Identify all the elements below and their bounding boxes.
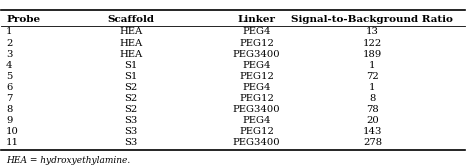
Text: PEG4: PEG4 xyxy=(242,61,271,70)
Text: Signal-to-Background Ratio: Signal-to-Background Ratio xyxy=(292,15,453,24)
Text: 2: 2 xyxy=(6,38,12,48)
Text: HEA: HEA xyxy=(119,28,143,36)
Text: PEG3400: PEG3400 xyxy=(233,50,280,59)
Text: 72: 72 xyxy=(366,72,379,81)
Text: 143: 143 xyxy=(363,127,382,136)
Text: 78: 78 xyxy=(366,105,379,114)
Text: 11: 11 xyxy=(6,138,19,147)
Text: 13: 13 xyxy=(366,28,379,36)
Text: PEG12: PEG12 xyxy=(239,38,274,48)
Text: 10: 10 xyxy=(6,127,19,136)
Text: HEA: HEA xyxy=(119,50,143,59)
Text: S2: S2 xyxy=(125,83,138,92)
Text: 278: 278 xyxy=(363,138,382,147)
Text: PEG4: PEG4 xyxy=(242,83,271,92)
Text: 189: 189 xyxy=(363,50,382,59)
Text: 1: 1 xyxy=(6,28,12,36)
Text: PEG12: PEG12 xyxy=(239,72,274,81)
Text: S2: S2 xyxy=(125,105,138,114)
Text: PEG3400: PEG3400 xyxy=(233,138,280,147)
Text: 7: 7 xyxy=(6,94,12,103)
Text: 8: 8 xyxy=(369,94,375,103)
Text: S2: S2 xyxy=(125,94,138,103)
Text: S3: S3 xyxy=(125,127,138,136)
Text: Linker: Linker xyxy=(237,15,275,24)
Text: S1: S1 xyxy=(125,72,138,81)
Text: PEG3400: PEG3400 xyxy=(233,105,280,114)
Text: PEG4: PEG4 xyxy=(242,116,271,125)
Text: 5: 5 xyxy=(6,72,12,81)
Text: 3: 3 xyxy=(6,50,12,59)
Text: 20: 20 xyxy=(366,116,379,125)
Text: HEA: HEA xyxy=(119,38,143,48)
Text: Scaffold: Scaffold xyxy=(108,15,155,24)
Text: HEA = hydroxyethylamine.: HEA = hydroxyethylamine. xyxy=(6,156,130,165)
Text: S3: S3 xyxy=(125,116,138,125)
Text: S1: S1 xyxy=(125,61,138,70)
Text: 6: 6 xyxy=(6,83,12,92)
Text: PEG4: PEG4 xyxy=(242,28,271,36)
Text: 122: 122 xyxy=(363,38,382,48)
Text: 1: 1 xyxy=(369,83,375,92)
Text: 8: 8 xyxy=(6,105,12,114)
Text: 1: 1 xyxy=(369,61,375,70)
Text: 4: 4 xyxy=(6,61,12,70)
Text: PEG12: PEG12 xyxy=(239,127,274,136)
Text: Probe: Probe xyxy=(6,15,40,24)
Text: 9: 9 xyxy=(6,116,12,125)
Text: S3: S3 xyxy=(125,138,138,147)
Text: PEG12: PEG12 xyxy=(239,94,274,103)
